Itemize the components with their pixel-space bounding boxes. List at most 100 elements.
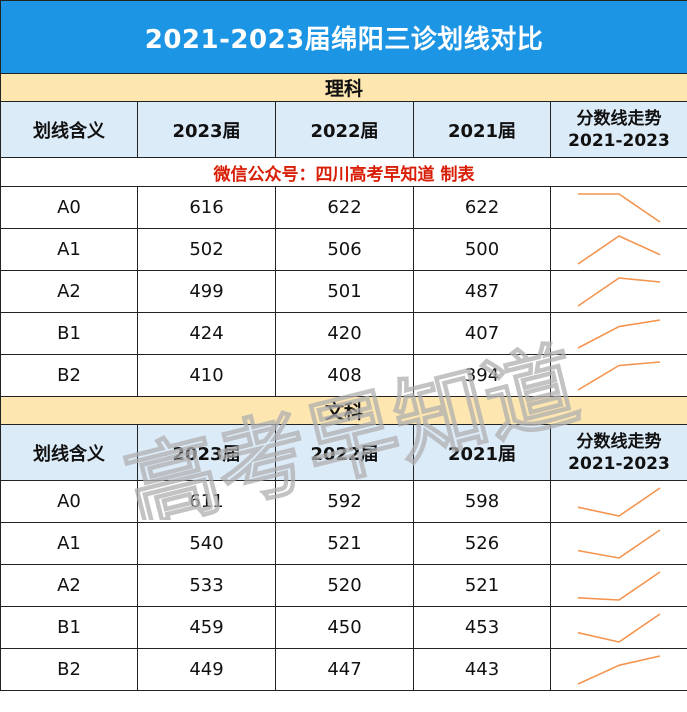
header-trend-line2: 2021-2023 [568, 453, 670, 474]
value-2023: 502 [137, 228, 276, 271]
value-2021: 394 [413, 354, 551, 397]
trend-sparkline [550, 564, 687, 607]
source-notice: 微信公众号：四川高考早知道 制表 [0, 157, 687, 187]
value-2022: 592 [275, 480, 414, 523]
row-label: A0 [0, 480, 138, 523]
value-2021: 526 [413, 522, 551, 565]
header-2023: 2023届 [137, 424, 276, 481]
value-2023: 616 [137, 186, 276, 229]
value-2022: 450 [275, 606, 414, 649]
table-row: A0 616 622 622 [0, 186, 687, 229]
value-2023: 449 [137, 648, 276, 691]
value-2023: 410 [137, 354, 276, 397]
row-label: B2 [0, 354, 138, 397]
sparkline-trend-line [577, 528, 661, 559]
value-2023: 540 [137, 522, 276, 565]
sparkline-trend-line [577, 612, 661, 643]
row-label: A0 [0, 186, 138, 229]
sparkline-trend-line [577, 360, 661, 391]
value-2022: 622 [275, 186, 414, 229]
value-2022: 506 [275, 228, 414, 271]
table-row: A1 540 521 526 [0, 522, 687, 565]
trend-sparkline [550, 480, 687, 523]
value-2021: 598 [413, 480, 551, 523]
page-title: 2021-2023届绵阳三诊划线对比 [0, 0, 687, 74]
table-row: B1 424 420 407 [0, 312, 687, 355]
table-header-liberal-arts: 划线含义 2023届 2022届 2021届 分数线走势 2021-2023 [0, 424, 687, 481]
header-2023: 2023届 [137, 101, 276, 158]
table-row: A2 499 501 487 [0, 270, 687, 313]
header-trend-line1: 分数线走势 [576, 431, 662, 452]
sparkline-svg [577, 234, 661, 265]
value-2022: 501 [275, 270, 414, 313]
value-2023: 611 [137, 480, 276, 523]
value-2022: 447 [275, 648, 414, 691]
trend-sparkline [550, 270, 687, 313]
sparkline-svg [577, 612, 661, 643]
header-label: 划线含义 [0, 101, 138, 158]
sparkline-trend-line [577, 654, 661, 685]
value-2022: 520 [275, 564, 414, 607]
value-2023: 459 [137, 606, 276, 649]
value-2023: 424 [137, 312, 276, 355]
header-trend: 分数线走势 2021-2023 [550, 424, 687, 481]
sparkline-trend-line [577, 570, 661, 601]
trend-sparkline [550, 606, 687, 649]
table-row: B2 449 447 443 [0, 648, 687, 691]
score-table: 2021-2023届绵阳三诊划线对比 理科 划线含义 2023届 2022届 2… [0, 0, 687, 691]
section-title-science: 理科 [0, 73, 687, 102]
header-2022: 2022届 [275, 101, 414, 158]
trend-sparkline [550, 186, 687, 229]
sparkline-svg [577, 360, 661, 391]
sparkline-svg [577, 318, 661, 349]
value-2022: 521 [275, 522, 414, 565]
header-2021: 2021届 [413, 424, 551, 481]
sparkline-svg [577, 528, 661, 559]
header-2021: 2021届 [413, 101, 551, 158]
row-label: B1 [0, 312, 138, 355]
table-row: A2 533 520 521 [0, 564, 687, 607]
sparkline-svg [577, 654, 661, 685]
table-row: B2 410 408 394 [0, 354, 687, 397]
sparkline-trend-line [578, 192, 661, 223]
trend-sparkline [550, 648, 687, 691]
value-2021: 453 [413, 606, 551, 649]
trend-sparkline [550, 312, 687, 355]
sparkline-trend-line [577, 276, 661, 307]
trend-sparkline [550, 228, 687, 271]
value-2023: 533 [137, 564, 276, 607]
table-row: B1 459 450 453 [0, 606, 687, 649]
sparkline-trend-line [577, 318, 661, 349]
table-header-science: 划线含义 2023届 2022届 2021届 分数线走势 2021-2023 [0, 101, 687, 158]
table-row: A0 611 592 598 [0, 480, 687, 523]
value-2021: 500 [413, 228, 551, 271]
value-2021: 487 [413, 270, 551, 313]
header-trend: 分数线走势 2021-2023 [550, 101, 687, 158]
sparkline-trend-line [577, 234, 661, 265]
value-2023: 499 [137, 270, 276, 313]
sparkline-svg [578, 192, 661, 223]
row-label: B2 [0, 648, 138, 691]
row-label: A1 [0, 522, 138, 565]
value-2021: 521 [413, 564, 551, 607]
header-label: 划线含义 [0, 424, 138, 481]
trend-sparkline [550, 522, 687, 565]
value-2021: 443 [413, 648, 551, 691]
header-2022: 2022届 [275, 424, 414, 481]
sparkline-svg [577, 486, 661, 517]
value-2022: 420 [275, 312, 414, 355]
row-label: A2 [0, 270, 138, 313]
trend-sparkline [550, 354, 687, 397]
section-title-liberal-arts: 文科 [0, 396, 687, 425]
table-row: A1 502 506 500 [0, 228, 687, 271]
value-2022: 408 [275, 354, 414, 397]
row-label: A1 [0, 228, 138, 271]
header-trend-line2: 2021-2023 [568, 130, 670, 151]
sparkline-trend-line [577, 486, 661, 517]
value-2021: 622 [413, 186, 551, 229]
sparkline-svg [577, 276, 661, 307]
header-trend-line1: 分数线走势 [576, 108, 662, 129]
value-2021: 407 [413, 312, 551, 355]
row-label: A2 [0, 564, 138, 607]
